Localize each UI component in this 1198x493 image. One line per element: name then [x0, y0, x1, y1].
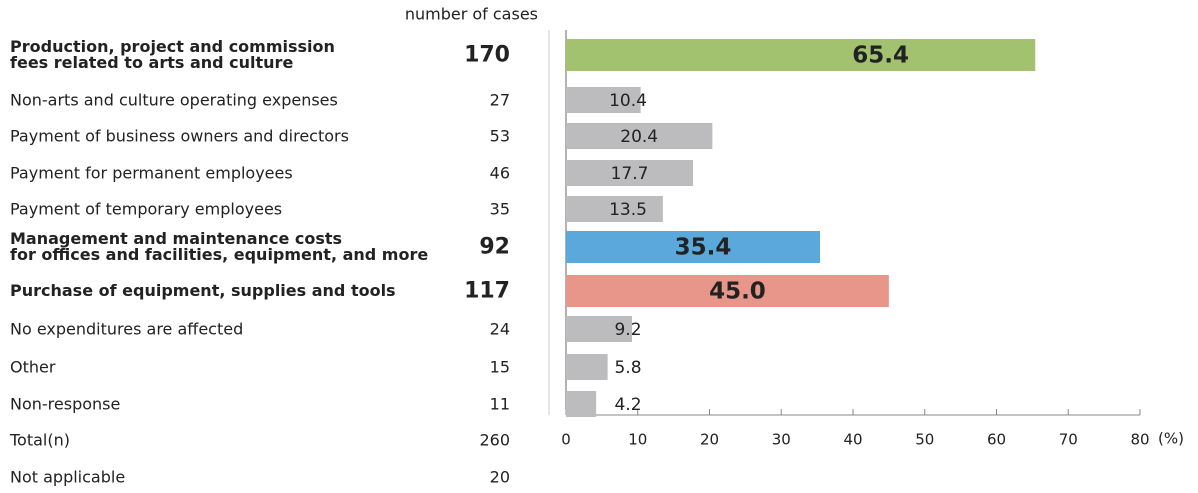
- count: 92: [479, 234, 510, 260]
- category-label: Payment for permanent employees: [10, 163, 293, 183]
- total-label: Total(n): [10, 430, 70, 450]
- value-label: 35.4: [675, 235, 732, 261]
- value-label: 9.2: [614, 320, 641, 340]
- x-unit: (%): [1158, 430, 1184, 448]
- na-label: Not applicable: [10, 467, 126, 487]
- bar: [566, 160, 693, 186]
- bar: [566, 123, 713, 149]
- count: 11: [489, 394, 510, 414]
- category-label: Non-arts and culture operating expenses: [10, 90, 338, 110]
- count-header: number of cases: [404, 4, 538, 24]
- x-tick-label: 10: [628, 431, 647, 449]
- bar: [566, 316, 633, 342]
- category-label: Other: [10, 357, 56, 377]
- category-label: No expenditures are affected: [10, 319, 244, 339]
- x-tick-label: 60: [987, 431, 1006, 449]
- bar: [566, 196, 663, 222]
- count: 27: [489, 90, 510, 110]
- value-label: 10.4: [609, 91, 647, 111]
- value-label: 45.0: [709, 279, 766, 305]
- bar: [566, 275, 889, 307]
- category-label: Payment of temporary employees: [10, 199, 283, 219]
- value-label: 20.4: [620, 127, 658, 147]
- count: 170: [464, 42, 510, 68]
- count: 117: [464, 278, 510, 304]
- count: 35: [489, 199, 510, 219]
- x-tick-label: 80: [1130, 431, 1149, 449]
- x-tick-label: 70: [1059, 431, 1078, 449]
- na-value: 20: [489, 467, 510, 487]
- bar: [566, 39, 1036, 71]
- value-label: 4.2: [614, 395, 641, 415]
- category-label: Purchase of equipment, supplies and tool…: [10, 281, 396, 300]
- bar: [566, 391, 597, 417]
- count: 24: [489, 319, 510, 339]
- x-tick-label: 40: [843, 431, 862, 449]
- x-tick-label: 0: [561, 431, 571, 449]
- value-label: 65.4: [852, 43, 909, 69]
- count: 15: [489, 357, 510, 377]
- x-tick-label: 30: [772, 431, 791, 449]
- bar: [566, 87, 641, 113]
- category-label: Non-response: [10, 394, 121, 414]
- value-label: 17.7: [611, 164, 649, 184]
- count: 46: [489, 163, 510, 183]
- value-label: 13.5: [609, 200, 647, 220]
- total-value: 260: [479, 430, 510, 450]
- x-tick-label: 50: [915, 431, 934, 449]
- value-label: 5.8: [614, 358, 641, 378]
- count: 53: [489, 126, 510, 146]
- category-label: Payment of business owners and directors: [10, 126, 349, 146]
- bar: [566, 231, 820, 263]
- category-label: Management and maintenance costs for off…: [10, 229, 429, 264]
- bar: [566, 354, 608, 380]
- x-tick-label: 20: [700, 431, 719, 449]
- category-label: Production, project and commission fees …: [10, 37, 335, 72]
